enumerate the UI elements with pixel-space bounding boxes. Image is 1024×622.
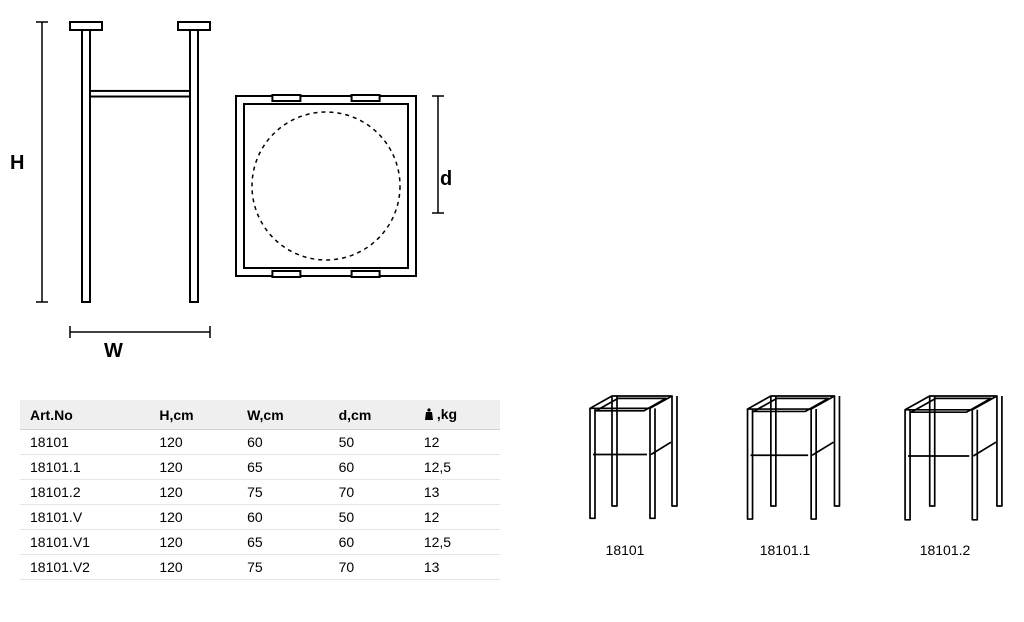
table-cell: 50 xyxy=(329,505,414,530)
dim-label-W: W xyxy=(104,340,123,363)
table-cell: 65 xyxy=(237,455,329,480)
table-cell: 75 xyxy=(237,480,329,505)
table-cell: 18101.1 xyxy=(20,455,149,480)
table-row: 18101.V120605012 xyxy=(20,505,500,530)
table-cell: 65 xyxy=(237,530,329,555)
table-row: 18101.V1120656012,5 xyxy=(20,530,500,555)
table-cell: 60 xyxy=(237,430,329,455)
table-cell: 18101.V2 xyxy=(20,555,149,580)
variant-iso-svg xyxy=(880,370,1010,530)
table-cell: 18101.V1 xyxy=(20,530,149,555)
table-cell: 13 xyxy=(414,555,500,580)
spec-table: Art.No H,cm W,cm d,cm ,kg xyxy=(20,400,500,580)
table-cell: 70 xyxy=(329,480,414,505)
table-cell: 13 xyxy=(414,480,500,505)
top-plan-diagram xyxy=(230,90,460,290)
weight-icon xyxy=(424,408,434,420)
front-elevation-svg xyxy=(30,12,230,372)
table-cell: 18101 xyxy=(20,430,149,455)
front-elevation-diagram xyxy=(30,12,230,372)
spec-table-header-row: Art.No H,cm W,cm d,cm ,kg xyxy=(20,400,500,430)
variant-item: 18101.1 xyxy=(720,370,850,558)
variant-iso-svg xyxy=(560,370,690,530)
top-plan-svg xyxy=(230,90,460,290)
col-H: H,cm xyxy=(149,400,237,430)
dim-label-H: H xyxy=(10,152,24,175)
col-d: d,cm xyxy=(329,400,414,430)
table-row: 18101.1120656012,5 xyxy=(20,455,500,480)
col-weight-label: ,kg xyxy=(437,406,457,422)
table-cell: 120 xyxy=(149,455,237,480)
col-weight: ,kg xyxy=(414,400,500,430)
table-cell: 60 xyxy=(237,505,329,530)
variant-thumbnails: 18101 18101.1 18101.2 xyxy=(560,370,1010,558)
table-cell: 120 xyxy=(149,505,237,530)
table-row: 18101.V2120757013 xyxy=(20,555,500,580)
table-cell: 18101.V xyxy=(20,505,149,530)
table-cell: 120 xyxy=(149,530,237,555)
variant-label: 18101.2 xyxy=(920,542,971,558)
variant-iso-svg xyxy=(720,370,850,530)
variant-label: 18101.1 xyxy=(760,542,811,558)
table-cell: 12,5 xyxy=(414,455,500,480)
table-row: 18101.2120757013 xyxy=(20,480,500,505)
table-cell: 18101.2 xyxy=(20,480,149,505)
table-cell: 70 xyxy=(329,555,414,580)
table-row: 18101120605012 xyxy=(20,430,500,455)
table-cell: 75 xyxy=(237,555,329,580)
table-cell: 12 xyxy=(414,430,500,455)
table-cell: 12 xyxy=(414,505,500,530)
dim-label-d: d xyxy=(440,168,452,191)
variant-label: 18101 xyxy=(606,542,645,558)
spec-table-container: Art.No H,cm W,cm d,cm ,kg xyxy=(20,400,500,580)
table-cell: 12,5 xyxy=(414,530,500,555)
variant-item: 18101.2 xyxy=(880,370,1010,558)
table-cell: 120 xyxy=(149,555,237,580)
table-cell: 120 xyxy=(149,430,237,455)
variant-item: 18101 xyxy=(560,370,690,558)
col-artno: Art.No xyxy=(20,400,149,430)
table-cell: 60 xyxy=(329,530,414,555)
col-W: W,cm xyxy=(237,400,329,430)
table-cell: 50 xyxy=(329,430,414,455)
table-cell: 60 xyxy=(329,455,414,480)
table-cell: 120 xyxy=(149,480,237,505)
